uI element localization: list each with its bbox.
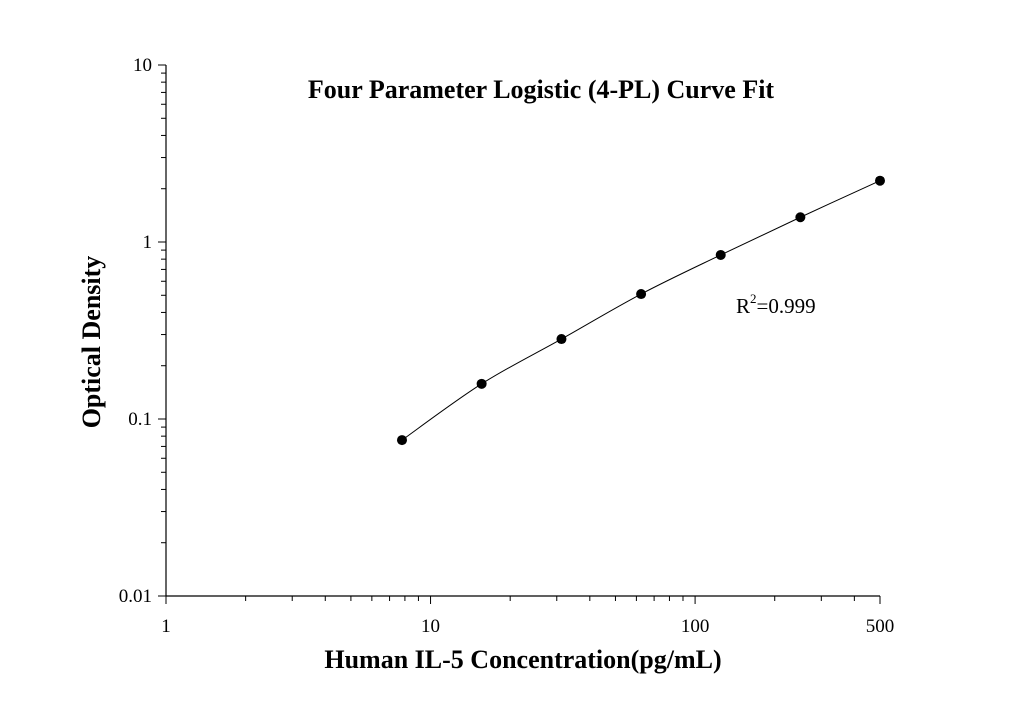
data-points <box>396 175 885 446</box>
x-tick-label: 10 <box>421 616 440 637</box>
y-tick-label: 10 <box>133 55 152 76</box>
y-tick-label: 1 <box>143 232 153 253</box>
r-squared-prefix: R <box>736 294 750 318</box>
data-point <box>715 249 726 260</box>
data-point <box>875 175 885 186</box>
y-tick-label: 0.1 <box>128 409 152 430</box>
data-point <box>556 334 567 345</box>
r-squared-annotation: R2=0.999 <box>736 291 816 318</box>
x-tick-label: 100 <box>681 616 710 637</box>
axes <box>165 65 880 597</box>
data-point <box>795 212 806 223</box>
data-point <box>476 378 487 389</box>
data-point <box>636 289 647 300</box>
data-point <box>396 435 407 446</box>
y-axis-label: Optical Density <box>77 256 106 429</box>
x-tick-label: 500 <box>866 616 895 637</box>
y-tick-label: 0.01 <box>119 586 152 607</box>
x-axis-ticks: 1 10 100 500 <box>161 596 894 637</box>
chart-title: Four Parameter Logistic (4-PL) Curve Fit <box>308 75 775 104</box>
r-squared-value: =0.999 <box>757 294 816 318</box>
x-tick-label: 1 <box>161 616 171 637</box>
r-squared-superscript: 2 <box>750 291 757 306</box>
x-axis-label: Human IL-5 Concentration(pg/mL) <box>324 645 721 674</box>
y-axis-ticks: 0.01 0.1 1 10 <box>119 55 166 607</box>
